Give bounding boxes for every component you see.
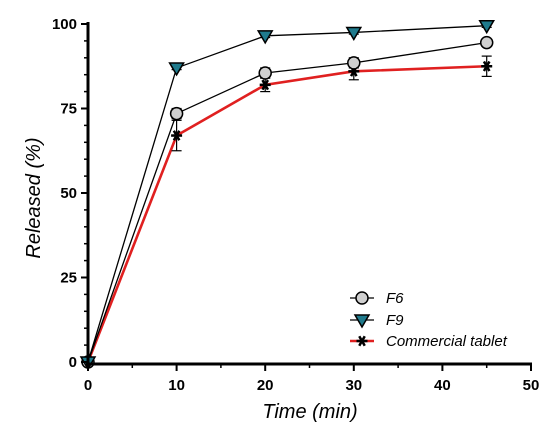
x-tick-label: 30 (345, 377, 362, 394)
data-point (171, 130, 183, 141)
series-1 (81, 35, 494, 369)
x-tick-label: 10 (168, 377, 185, 394)
series-line (86, 64, 487, 363)
data-point (168, 62, 185, 77)
data-point (345, 26, 363, 41)
data-point (259, 79, 271, 91)
data-point (169, 106, 184, 121)
data-point (256, 30, 274, 45)
y-tick-label: 0 (69, 354, 77, 371)
y-tick-label: 75 (60, 101, 77, 118)
data-point (478, 19, 496, 35)
y-tick-label: 100 (52, 16, 77, 33)
series-3 (82, 55, 493, 368)
legend-label: F9 (386, 312, 404, 329)
legend-label: F6 (386, 290, 404, 307)
x-tick-label: 40 (434, 377, 451, 394)
legend-marker (355, 291, 369, 305)
data-point (481, 60, 493, 72)
series-2 (79, 19, 496, 371)
ticks-layer: 0 10 20 30 40 50 0 25 50 75 100 (52, 16, 539, 394)
data-point (347, 56, 361, 70)
data-point (479, 35, 494, 50)
x-tick-label: 20 (257, 377, 274, 394)
x-tick-label: 50 (523, 377, 540, 394)
y-axis-title: Released (%) (23, 137, 45, 258)
legend-label: Commercial tablet (386, 333, 508, 350)
y-tick-label: 25 (60, 270, 77, 287)
series-layer (79, 19, 496, 371)
data-point (258, 66, 272, 80)
legend-item: Commercial tablet (350, 333, 508, 350)
legend-marker (353, 314, 371, 329)
legend: F6 F9 Commercial tablet (350, 290, 508, 350)
legend-item: F6 (350, 290, 404, 307)
y-tick-label: 50 (60, 185, 77, 202)
legend-marker (356, 335, 368, 347)
x-tick-label: 0 (84, 377, 92, 394)
x-axis-title: Time (min) (262, 401, 357, 423)
legend-item: F9 (350, 312, 404, 329)
series-line (87, 41, 487, 363)
